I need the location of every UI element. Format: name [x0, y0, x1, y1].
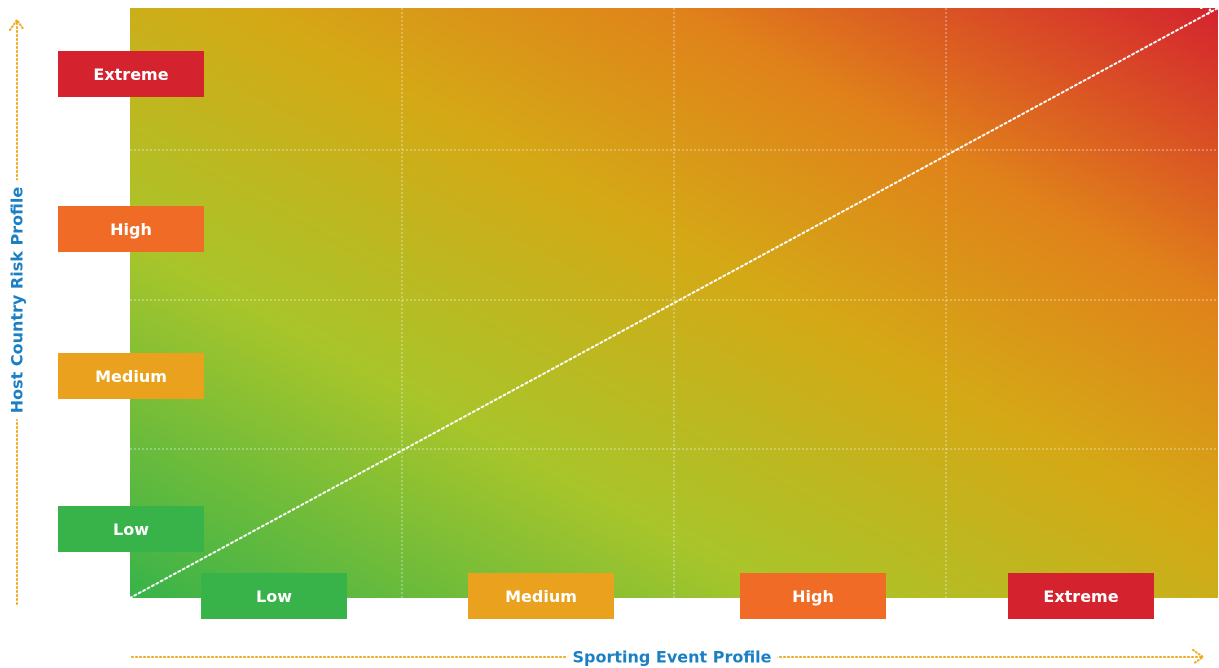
y-level-medium: Medium	[58, 353, 204, 399]
x-level-label: Extreme	[1043, 586, 1119, 606]
x-level-medium: Medium	[468, 573, 614, 619]
y-axis-title: Host Country Risk Profile	[7, 180, 27, 420]
x-axis-arrowhead-icon	[1192, 649, 1205, 665]
y-level-extreme: Extreme	[58, 51, 204, 97]
y-level-label: High	[110, 219, 152, 239]
y-level-low: Low	[58, 506, 204, 552]
x-level-label: Low	[256, 586, 292, 606]
x-level-label: High	[792, 586, 834, 606]
x-axis-title: Sporting Event Profile	[566, 647, 778, 667]
x-level-high: High	[740, 573, 886, 619]
matrix-gridlines	[130, 8, 1218, 598]
diagonal-line	[130, 8, 1218, 598]
y-level-label: Low	[113, 519, 149, 539]
y-axis-arrowhead-icon	[9, 18, 25, 31]
risk-matrix	[130, 8, 1218, 598]
y-level-label: Extreme	[93, 64, 169, 84]
y-level-high: High	[58, 206, 204, 252]
y-level-label: Medium	[95, 366, 167, 386]
x-level-low: Low	[201, 573, 347, 619]
x-level-label: Medium	[505, 586, 577, 606]
x-level-extreme: Extreme	[1008, 573, 1154, 619]
